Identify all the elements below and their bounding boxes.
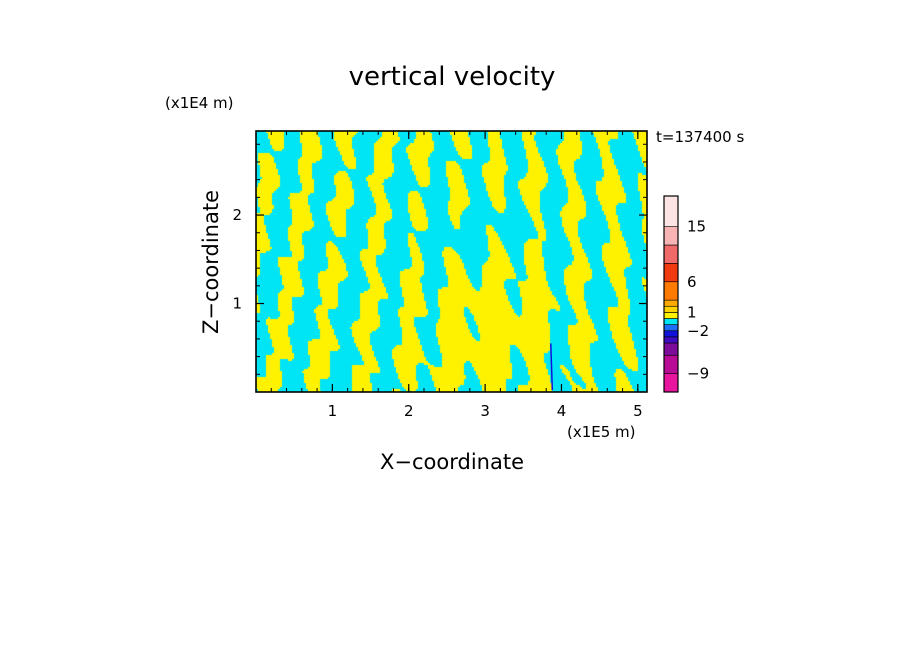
colorbar-label: −9 xyxy=(687,365,709,383)
colorbar-segment xyxy=(663,324,679,332)
y-axis-label: Z−coordinate xyxy=(199,190,223,334)
colorbar-segment xyxy=(663,330,679,338)
colorbar-label: 6 xyxy=(687,273,697,291)
x-tick-label: 2 xyxy=(404,402,414,420)
colorbar-segment xyxy=(663,342,679,356)
downdraft-streak xyxy=(550,343,554,391)
y-axis: 12 xyxy=(232,143,647,375)
plot-frame xyxy=(255,130,648,393)
y-unit-label: (x1E4 m) xyxy=(165,94,234,112)
colorbar-label: 15 xyxy=(687,218,706,236)
colorbar-segment xyxy=(663,318,679,325)
colorbar-segment xyxy=(663,226,679,246)
x-axis: 1 2 3 4 5 xyxy=(270,131,643,420)
colorbar-segment xyxy=(663,354,679,374)
field-raster xyxy=(256,131,647,392)
colorbar-segment xyxy=(663,244,679,264)
colorbar-segment xyxy=(663,281,679,301)
colorbar-label: 1 xyxy=(687,303,697,321)
chart-title: vertical velocity xyxy=(349,62,556,92)
colorbar-frame xyxy=(663,195,679,393)
colorbar-segment xyxy=(663,305,679,313)
x-tick-label: 4 xyxy=(557,402,567,420)
colorbar-label: −2 xyxy=(687,322,709,340)
colorbar-segment xyxy=(663,299,679,307)
y-tick-label: 2 xyxy=(232,206,242,224)
x-tick-label: 3 xyxy=(480,402,490,420)
x-unit-label: (x1E5 m) xyxy=(567,423,636,441)
velocity-field xyxy=(256,131,647,392)
colorbar-segment xyxy=(663,373,679,393)
x-tick-label: 1 xyxy=(328,402,338,420)
colorbar-segment xyxy=(663,195,679,227)
colorbar-segment xyxy=(663,336,679,344)
colorbar-segment xyxy=(663,263,679,283)
colorbar: 15 6 1−2 −9 xyxy=(663,195,709,393)
x-axis-label: X−coordinate xyxy=(380,450,524,474)
time-label: t=137400 s xyxy=(656,128,744,146)
x-tick-label: 5 xyxy=(633,402,643,420)
y-tick-label: 1 xyxy=(232,295,242,313)
colorbar-segment xyxy=(663,312,679,319)
